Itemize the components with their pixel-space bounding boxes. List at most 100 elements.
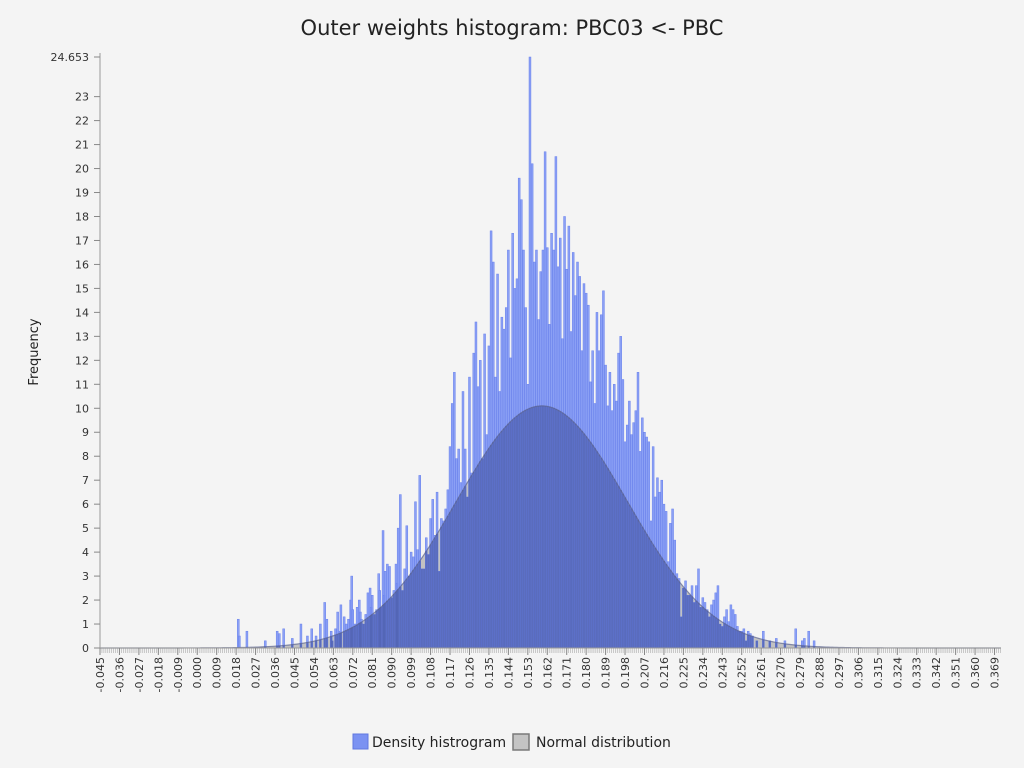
overlap-bar — [451, 508, 454, 648]
y-tick-label: 1 — [82, 618, 89, 631]
histogram-bar[interactable] — [807, 630, 810, 649]
overlap-bar — [423, 568, 426, 648]
overlap-bar — [593, 448, 596, 648]
overlap-bar — [619, 490, 622, 648]
legend-label-density-histogram[interactable]: Density histrogram — [372, 735, 506, 751]
y-tick-label: 13 — [75, 330, 89, 343]
overlap-bar — [425, 551, 428, 648]
overlap-bar — [299, 643, 302, 648]
overlap-bar — [310, 641, 313, 648]
overlap-bar — [345, 630, 348, 648]
y-tick-label: 23 — [75, 91, 89, 104]
overlap-bar — [459, 493, 462, 648]
overlap-bar — [338, 633, 341, 648]
overlap-bar — [403, 581, 406, 648]
overlap-bar — [716, 619, 719, 648]
x-tick-label: 0.216 — [658, 657, 671, 689]
overlap-bar — [712, 616, 715, 648]
y-tick-label: 16 — [75, 258, 89, 271]
overlap-bar — [396, 590, 399, 648]
overlap-bar — [539, 405, 542, 648]
x-tick-label: -0.009 — [172, 657, 185, 692]
overlap-bar — [801, 645, 804, 648]
overlap-bar — [427, 554, 430, 648]
overlap-bar — [278, 645, 281, 648]
overlap-bar — [518, 414, 521, 648]
y-tick-label: 10 — [75, 402, 89, 415]
overlap-bar — [602, 461, 605, 648]
overlap-bar — [351, 627, 354, 648]
x-tick-label: 0.045 — [289, 657, 302, 689]
overlap-bar — [678, 581, 681, 648]
overlap-bar — [392, 594, 395, 648]
overlap-bar — [673, 575, 676, 648]
overlap-bar — [738, 631, 741, 648]
y-tick-label: 19 — [75, 187, 89, 200]
overlap-bar — [669, 570, 672, 648]
overlap-bar — [732, 628, 735, 648]
overlap-bar — [719, 624, 722, 648]
x-tick-label: 0.180 — [580, 657, 593, 689]
overlap-bar — [405, 578, 408, 648]
overlap-bar — [511, 419, 514, 648]
overlap-bar — [613, 479, 616, 648]
overlap-bar — [516, 415, 518, 648]
histogram-bar[interactable] — [245, 630, 249, 649]
overlap-bar — [751, 636, 754, 648]
overlap-bar — [500, 431, 503, 648]
overlap-bar — [487, 448, 490, 648]
overlap-bar — [390, 597, 393, 648]
overlap-bar — [658, 554, 661, 648]
y-tick-label: 24.653 — [51, 51, 90, 64]
overlap-bar — [420, 568, 423, 648]
overlap-bar — [503, 428, 506, 648]
overlap-bar — [554, 409, 557, 648]
overlap-bar — [379, 607, 382, 648]
overlap-bar — [576, 426, 579, 648]
x-tick-label: 0.333 — [911, 657, 924, 689]
y-axis-label: Frequency — [27, 318, 42, 385]
overlap-bar — [660, 557, 663, 648]
overlap-bar — [701, 607, 704, 648]
overlap-bar — [366, 617, 369, 648]
overlap-bar — [567, 417, 570, 648]
overlap-bar — [408, 576, 410, 648]
overlap-bar — [565, 415, 568, 648]
y-tick-label: 22 — [75, 115, 89, 128]
overlap-bar — [546, 406, 549, 648]
overlap-bar — [386, 600, 389, 648]
overlap-bar — [691, 596, 693, 648]
x-tick-label: 0.324 — [891, 657, 904, 689]
x-tick-label: 0.036 — [269, 657, 282, 689]
overlap-bar — [559, 411, 562, 648]
overlap-bar — [440, 526, 443, 648]
legend-label-normal-distribution[interactable]: Normal distribution — [536, 735, 671, 751]
overlap-bar — [429, 544, 432, 648]
x-tick-label: 0.090 — [386, 657, 399, 689]
overlap-bar — [699, 607, 702, 648]
x-tick-label: 0.018 — [230, 657, 243, 689]
overlap-bar — [611, 475, 614, 648]
x-tick-label: -0.045 — [94, 657, 107, 692]
x-tick-label: 0.225 — [677, 657, 690, 689]
overlap-bar — [813, 646, 816, 648]
overlap-bar — [684, 589, 687, 648]
overlap-bar — [436, 534, 439, 648]
overlap-bar — [507, 423, 510, 648]
overlap-bar — [647, 537, 650, 648]
overlap-bar — [462, 490, 464, 648]
y-tick-label: 5 — [82, 522, 89, 535]
overlap-bar — [563, 414, 566, 648]
overlap-bar — [747, 634, 750, 648]
x-tick-label: 0.279 — [794, 657, 807, 689]
x-tick-label: 0.108 — [425, 657, 438, 689]
overlap-bar — [591, 445, 594, 648]
overlap-bar — [485, 451, 488, 648]
x-tick-label: 0.171 — [561, 657, 574, 689]
y-tick-label: 21 — [75, 139, 89, 152]
overlap-bar — [535, 406, 538, 648]
overlap-bar — [446, 515, 449, 648]
overlap-bar — [667, 567, 670, 648]
x-tick-label: -0.018 — [152, 657, 165, 692]
histogram-bar[interactable] — [238, 635, 241, 649]
